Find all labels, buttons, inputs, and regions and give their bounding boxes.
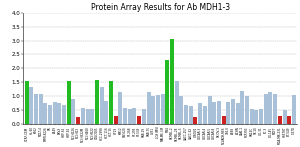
Bar (104, 101, 108, 124)
Bar (100, 87, 104, 124)
Bar (175, 81, 179, 124)
Bar (236, 103, 240, 124)
Bar (71, 99, 76, 124)
Bar (146, 92, 151, 124)
Bar (250, 109, 254, 124)
Bar (240, 91, 244, 124)
Bar (287, 116, 291, 124)
Bar (165, 60, 169, 124)
Bar (160, 94, 165, 124)
Bar (133, 108, 136, 124)
Bar (128, 109, 132, 124)
Bar (114, 116, 118, 124)
Bar (217, 101, 221, 124)
Bar (268, 92, 272, 124)
Bar (39, 94, 43, 124)
Bar (48, 105, 52, 124)
Bar (123, 108, 127, 124)
Bar (203, 106, 207, 124)
Bar (142, 109, 146, 124)
Bar (254, 110, 258, 124)
Bar (57, 103, 62, 124)
Bar (85, 109, 90, 124)
Bar (170, 39, 174, 124)
Title: Protein Array Results for Ab MDH1-3: Protein Array Results for Ab MDH1-3 (91, 3, 230, 12)
Bar (90, 109, 94, 124)
Bar (264, 94, 268, 124)
Bar (62, 105, 66, 124)
Bar (109, 81, 113, 124)
Bar (67, 81, 71, 124)
Bar (231, 99, 235, 124)
Bar (283, 110, 286, 124)
Bar (81, 108, 85, 124)
Bar (34, 94, 38, 124)
Bar (29, 87, 33, 124)
Bar (292, 95, 296, 124)
Bar (156, 95, 160, 124)
Bar (76, 117, 80, 124)
Bar (53, 102, 57, 124)
Bar (278, 116, 282, 124)
Bar (273, 94, 277, 124)
Bar (226, 102, 230, 124)
Bar (137, 116, 141, 124)
Bar (208, 96, 212, 124)
Bar (184, 105, 188, 124)
Bar (118, 92, 122, 124)
Bar (25, 81, 28, 124)
Bar (198, 103, 202, 124)
Bar (212, 102, 216, 124)
Bar (151, 96, 155, 124)
Bar (194, 117, 197, 124)
Bar (222, 116, 226, 124)
Bar (179, 96, 183, 124)
Bar (95, 80, 99, 124)
Bar (245, 96, 249, 124)
Bar (259, 109, 263, 124)
Bar (189, 106, 193, 124)
Bar (44, 103, 47, 124)
